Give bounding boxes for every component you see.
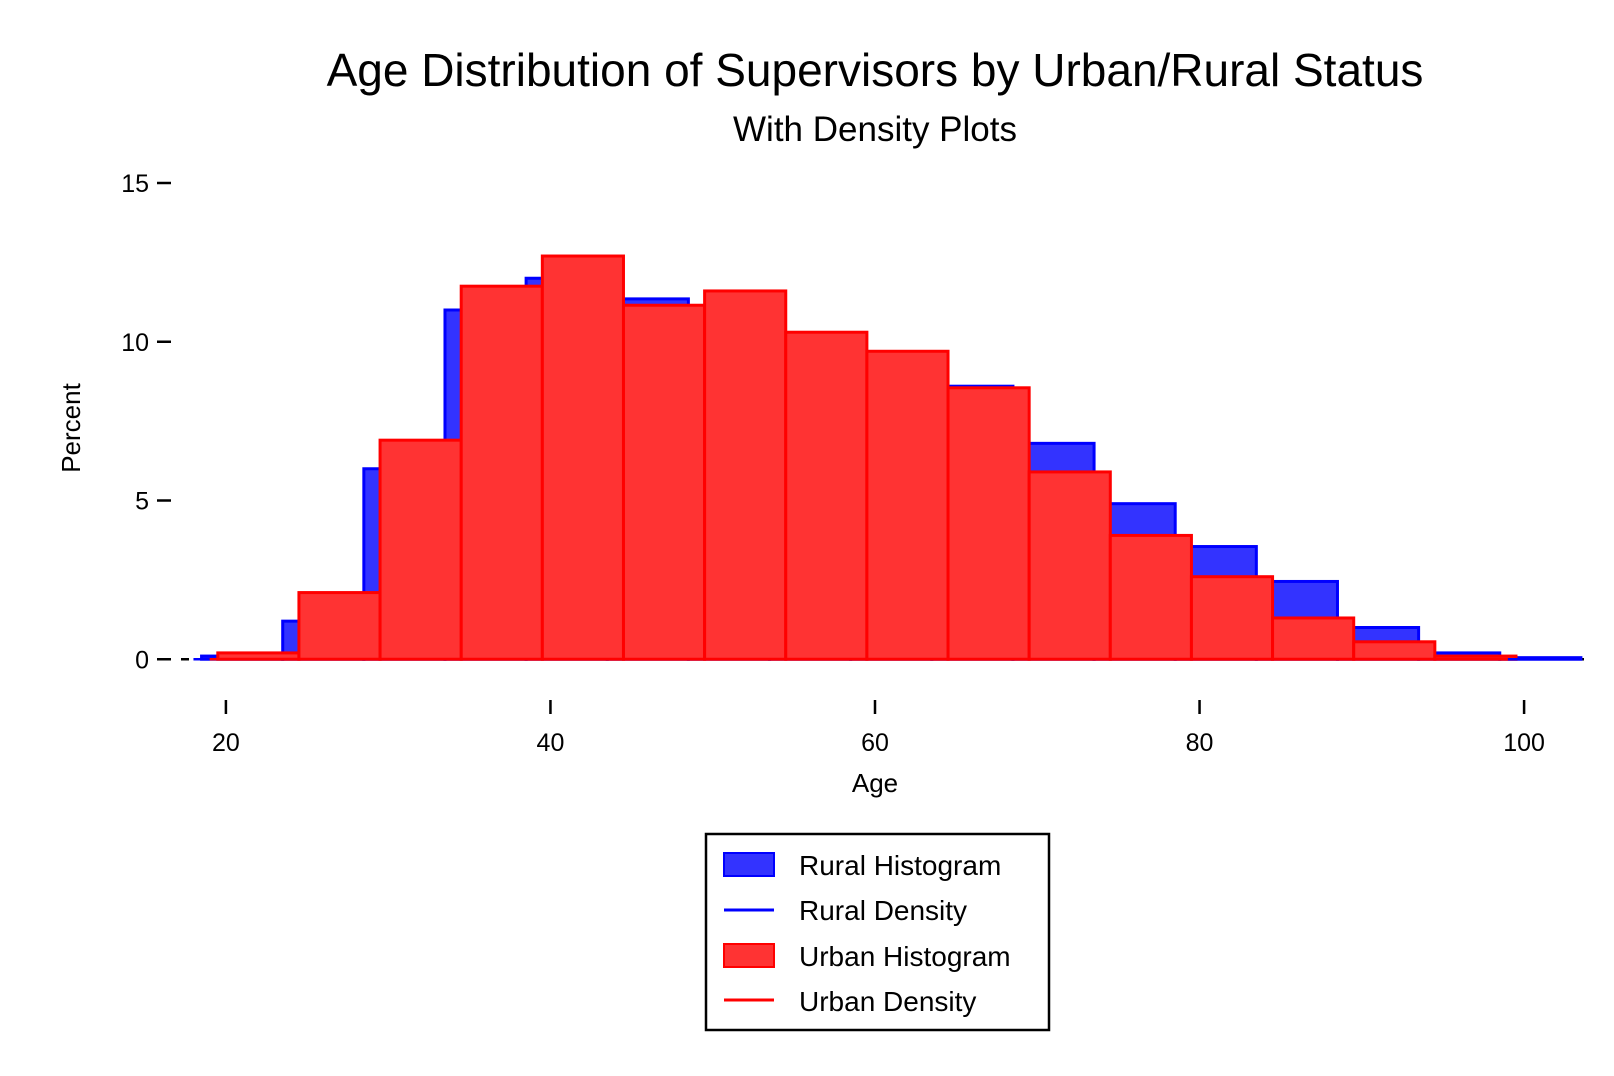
legend-label-rural-density: Rural Density — [799, 895, 967, 926]
x-tick-label: 20 — [212, 729, 240, 757]
urban-histogram-series — [216, 254, 1518, 661]
urban-histogram-bar — [1271, 616, 1356, 661]
y-axis: 0 5 10 15 — [121, 170, 171, 674]
y-axis-label: Percent — [56, 382, 86, 472]
x-tick-label: 40 — [537, 729, 565, 757]
urban-histogram-bar — [621, 303, 707, 661]
legend-swatch-urban-histogram — [723, 943, 775, 968]
urban-histogram-bar — [1189, 575, 1275, 661]
y-tick-label: 0 — [135, 646, 149, 674]
legend-swatch-rural-histogram — [723, 852, 775, 877]
urban-histogram-bar — [784, 330, 869, 661]
legend-label-urban-density: Urban Density — [799, 986, 976, 1017]
x-tick-label: 80 — [1186, 729, 1214, 757]
x-axis-label: Age — [852, 768, 898, 798]
y-tick-label: 15 — [121, 170, 149, 198]
y-tick-label: 5 — [135, 488, 149, 516]
urban-histogram-bar — [297, 591, 382, 661]
urban-histogram-bar — [1027, 470, 1112, 661]
legend-label-rural-histogram: Rural Histogram — [799, 850, 1001, 881]
urban-histogram-bar — [703, 289, 788, 661]
urban-histogram-bar — [378, 438, 463, 661]
x-axis: 20 40 60 80 100 — [181, 658, 1589, 757]
legend: Rural Histogram Rural Density Urban Hist… — [704, 832, 1051, 1032]
urban-histogram-bar — [946, 386, 1031, 661]
urban-histogram-bar — [1352, 640, 1437, 661]
urban-histogram-bar — [540, 254, 625, 661]
chart-title: Age Distribution of Supervisors by Urban… — [327, 44, 1424, 96]
x-tick-label: 100 — [1503, 729, 1545, 757]
urban-histogram-bar — [459, 284, 544, 661]
urban-histogram-bar — [1108, 533, 1193, 661]
chart-subtitle: With Density Plots — [733, 110, 1017, 149]
y-tick-label: 10 — [121, 329, 149, 357]
urban-histogram-bar — [865, 349, 950, 661]
legend-label-urban-histogram: Urban Histogram — [799, 941, 1011, 972]
x-tick-label: 60 — [861, 729, 889, 757]
